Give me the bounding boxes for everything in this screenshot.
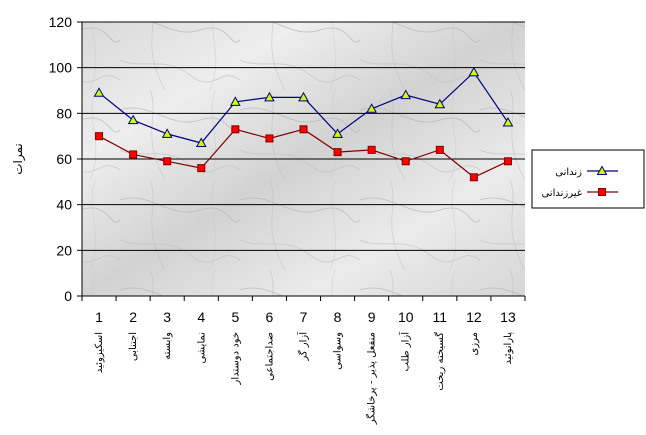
data-point [231, 125, 240, 134]
data-point [468, 66, 480, 77]
data-point [332, 128, 343, 138]
x-tick-label: 8 [334, 309, 342, 325]
category-label: مرزی [469, 332, 480, 356]
data-point [229, 96, 241, 106]
data-point [265, 134, 274, 143]
y-tick-label: 120 [49, 14, 73, 30]
x-tick-label: 13 [500, 309, 516, 325]
legend-label: زندانی [555, 167, 582, 178]
category-label: خود دوستدار [230, 332, 241, 386]
x-tick-label: 1 [95, 309, 103, 325]
x-tick-labels: 1 2 3 4 5 6 7 8 9 10 11 12 13 [95, 309, 516, 325]
data-point [127, 114, 139, 125]
data-point [197, 164, 206, 173]
data-point [95, 132, 104, 141]
data-point [264, 91, 275, 102]
legend-label: غیرزندانی [541, 188, 582, 199]
data-point [502, 116, 514, 127]
legend-entry: زندانی [555, 165, 618, 178]
category-label: اسکیزوئید [94, 332, 105, 373]
y-tick-labels: 0 20 40 60 80 100 120 [49, 14, 73, 304]
data-point [161, 128, 173, 138]
x-tick-label: 12 [466, 309, 482, 325]
category-label: اجتنابی [128, 332, 139, 361]
category-label: گسیخته ریخت [434, 332, 446, 391]
y-axis-label: نمرات [11, 143, 26, 175]
series-lines [93, 66, 514, 182]
y-tick-label: 20 [56, 242, 72, 258]
data-point [400, 89, 412, 100]
data-point [435, 145, 444, 154]
data-point [299, 125, 308, 134]
y-tick-label: 40 [56, 197, 72, 213]
data-point [333, 148, 342, 157]
axes [77, 21, 526, 301]
data-point [93, 87, 105, 97]
category-label: وابسته [162, 332, 173, 360]
data-point [434, 98, 446, 109]
data-point [367, 145, 376, 154]
series-2 [95, 125, 512, 182]
category-label: پارانوئید [503, 332, 514, 365]
x-tick-label: 7 [300, 309, 308, 325]
data-point [503, 157, 512, 166]
x-tick-label: 10 [398, 309, 414, 325]
data-point [366, 103, 378, 113]
x-tick-label: 6 [266, 309, 274, 325]
x-tick-label: 5 [231, 309, 239, 325]
data-point [401, 157, 410, 166]
x-tick-label: 3 [163, 309, 171, 325]
data-point [129, 150, 138, 159]
legend-marker [598, 188, 606, 196]
category-label: آزار گر [297, 331, 310, 362]
category-label: ضداجتماعی [264, 332, 275, 381]
legend: زندانی غیرزندانی [531, 149, 645, 209]
data-point [469, 173, 478, 182]
data-point [298, 91, 309, 102]
category-labels: اسکیزوئید اجتنابی وابسته نمایشی خود دوستدار ض… [94, 331, 514, 425]
category-label: نمایشی [196, 332, 207, 364]
category-label: منفعل پذیر - پرخاشگر [366, 332, 378, 425]
x-tick-label: 2 [129, 309, 137, 325]
x-tick-label: 11 [433, 309, 448, 325]
y-tick-label: 0 [64, 288, 72, 304]
data-point [163, 157, 172, 166]
legend-marker [596, 165, 608, 175]
x-tick-label: 9 [368, 309, 376, 325]
y-tick-label: 60 [56, 151, 72, 167]
category-label: وسواسی [333, 332, 344, 370]
y-tick-label: 80 [56, 105, 72, 121]
y-tick-label: 100 [49, 60, 73, 76]
legend-box [531, 149, 645, 209]
series-1 [93, 66, 514, 148]
legend-entry: غیرزندانی [541, 188, 618, 199]
data-point [195, 137, 207, 148]
x-tick-label: 4 [197, 309, 205, 325]
category-label: آزار طلب [399, 331, 412, 372]
